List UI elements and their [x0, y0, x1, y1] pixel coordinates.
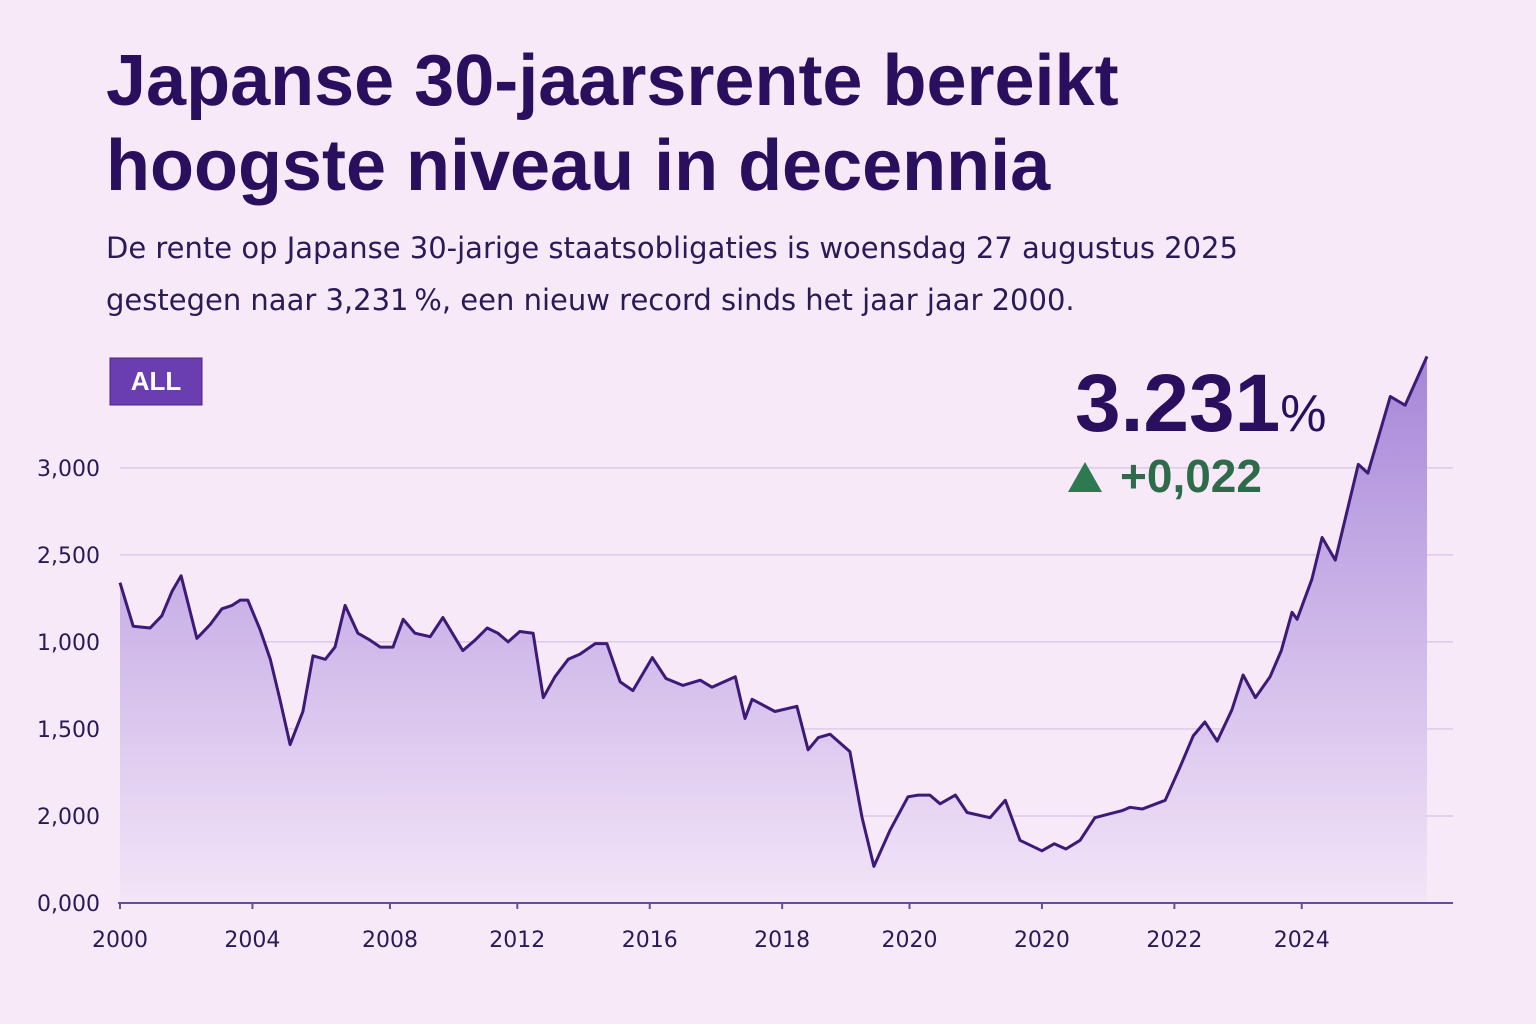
x-tick-label: 2020: [1014, 928, 1070, 953]
subtitle-line: De rente op Japanse 30-jarige staatsobli…: [106, 231, 1238, 265]
title-line: Japanse 30-jaarsrente bereikt: [106, 41, 1119, 121]
y-tick-label: 1,000: [37, 631, 100, 656]
headline-unit: %: [1280, 385, 1326, 443]
x-tick-label: 2022: [1146, 928, 1202, 953]
y-tick-label: 0,000: [37, 892, 100, 917]
range-button-label[interactable]: ALL: [131, 366, 182, 396]
y-tick-label: 2,500: [37, 544, 100, 569]
y-tick-label: 1,500: [37, 718, 100, 743]
headline-value: 3.231%: [1075, 358, 1326, 449]
title-line: hoogste niveau in decennia: [106, 126, 1051, 206]
plot: 0,000 2,000 1,500 1,000 2,500 3,000 2000 2004 20…: [37, 355, 1453, 953]
y-tick-label: 2,000: [37, 805, 100, 830]
line: [118, 355, 1429, 868]
area-fill: [120, 356, 1428, 903]
subtitle-line: gestegen naar 3,231 %, een nieuw record …: [106, 283, 1075, 317]
x-tick-label: 2008: [362, 928, 418, 953]
change-label: +0,022: [1120, 450, 1262, 502]
y-tick-label: 3,000: [37, 457, 100, 482]
x-tick-label: 2012: [489, 928, 545, 953]
x-tick-label: 2018: [754, 928, 810, 953]
up-arrow: [1068, 462, 1102, 492]
x-tick-label: 2000: [92, 928, 148, 953]
x-tick-label: 2020: [882, 928, 938, 953]
x-tick-label: 2016: [622, 928, 678, 953]
headline-number: 3.231: [1075, 358, 1280, 449]
x-tick-label: 2024: [1274, 928, 1330, 953]
range-button[interactable]: [109, 357, 203, 406]
x-tick-label: 2004: [224, 928, 280, 953]
